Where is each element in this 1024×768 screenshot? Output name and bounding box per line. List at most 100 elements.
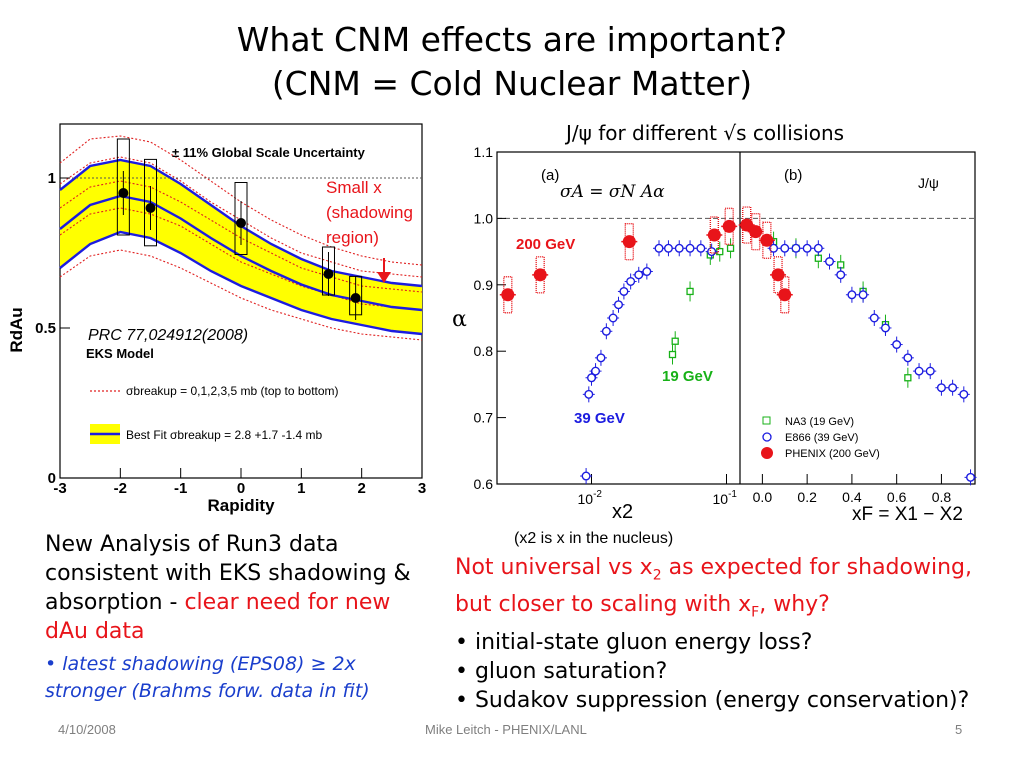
footer-date: 4/10/2008 xyxy=(58,722,116,737)
panel-b-e866-point-8 xyxy=(858,290,868,300)
right-ytick-label-1: 0.7 xyxy=(474,410,494,426)
panel-a-e866-point-0 xyxy=(581,471,591,481)
footer-page: 5 xyxy=(955,722,963,737)
best-fit-lower-line xyxy=(59,230,423,336)
right-red-text-a: Not universal vs x xyxy=(455,555,653,580)
right-ylabel: α xyxy=(452,307,467,332)
panel-b-e866-point-7 xyxy=(847,290,857,300)
right-ytick-label-5: 1.1 xyxy=(474,144,494,160)
panel-b-e866-point-5 xyxy=(825,257,835,267)
panel-a-e866-point-15 xyxy=(685,243,695,253)
left-ytick-label-1: 0.5 xyxy=(35,320,56,337)
panel-a-e866-point-3 xyxy=(591,366,601,376)
panel-b-phenix-point-1 xyxy=(749,225,763,239)
panel-b-e866-point-15 xyxy=(936,383,946,393)
left-description: New Analysis of Run3 data consistent wit… xyxy=(45,530,425,646)
panel-a-xtick-label-1: 10-1 xyxy=(713,489,738,507)
breakup-curve-4 xyxy=(59,249,423,341)
panel-a-e866-point-11 xyxy=(642,267,652,277)
bullet-1: • initial-state gluon energy loss? xyxy=(455,629,813,655)
panel-b-jpsi-label: J/ψ xyxy=(918,175,939,191)
legend-text-2: PHENIX (200 GeV) xyxy=(785,448,880,460)
panel-b-e866-point-9 xyxy=(869,313,879,323)
right-ytick-label-2: 0.8 xyxy=(474,343,494,359)
panel-b-e866-point-14 xyxy=(925,366,935,376)
legend-swatch-na3 xyxy=(762,416,771,425)
panel-b-xtick-label-1: 0.2 xyxy=(797,489,817,505)
data-point-4 xyxy=(350,293,361,303)
panel-a-e866-point-7 xyxy=(614,300,624,310)
panel-a-xlabel: x2 xyxy=(612,501,633,523)
right-red-text-c: as expected for shadowing, xyxy=(661,555,972,580)
panel-b-e866-point-10 xyxy=(880,323,890,333)
panel-a-phenix-point-2 xyxy=(622,235,636,249)
data-syst-box-1 xyxy=(144,158,157,247)
panel-a-na3-point-5 xyxy=(726,244,735,252)
data-point-1 xyxy=(145,203,156,213)
left-ytick-label-0: 0 xyxy=(48,470,56,487)
left-annotation-ref: PRC 77,024912(2008) xyxy=(88,327,248,344)
left-xtick-label-1: -2 xyxy=(114,480,127,497)
left-model-label: EKS Model xyxy=(86,346,154,361)
left-xtick-label-3: 0 xyxy=(237,480,245,497)
panel-b-phenix-point-4 xyxy=(778,288,792,302)
panel-b-e866-point-2 xyxy=(791,243,801,253)
right-red-line-2: but closer to scaling with xF, why? xyxy=(455,590,1024,627)
right-red-sub-2: 2 xyxy=(652,567,662,584)
panel-b-xlabel: xF = X1 − X2 xyxy=(852,504,963,525)
panel-b-e866-point-11 xyxy=(892,340,902,350)
panel-a-e866-point-16 xyxy=(696,243,706,253)
panel-a-na3-point-2 xyxy=(686,287,694,296)
panel-b-xtick-label-3: 0.6 xyxy=(887,489,907,505)
panel-a-e866-point-17 xyxy=(707,247,717,257)
panel-b-label: (b) xyxy=(784,167,802,184)
left-xtick-label-2: -1 xyxy=(174,480,187,497)
right-red-line-1: Not universal vs x2 as expected for shad… xyxy=(455,553,1024,590)
panel-b-xtick-label-2: 0.4 xyxy=(842,489,862,505)
panel-a-e866-point-9 xyxy=(626,276,636,286)
panel-b-e866-point-0 xyxy=(769,243,779,253)
right-red-sub-f: F xyxy=(751,604,760,621)
panel-b-na3-point-6 xyxy=(904,374,912,382)
panel-a-na3-point-1 xyxy=(668,350,677,359)
small-x-annotation-2: region) xyxy=(326,228,379,247)
legend-swatch-e866 xyxy=(762,432,772,442)
panel-b-phenix-point-3 xyxy=(771,268,785,282)
right-ytick-label-4: 1.0 xyxy=(474,210,494,226)
panel-a-e866-point-14 xyxy=(674,243,684,253)
panel-a-e866-point-8 xyxy=(619,286,629,296)
left-xtick-label-6: 3 xyxy=(418,480,426,497)
panel-a-phenix-point-1 xyxy=(533,268,547,282)
label-39-gev: 39 GeV xyxy=(574,410,625,427)
title-line-2: (CNM = Cold Nuclear Matter) xyxy=(271,64,753,103)
left-xlabel: Rapidity xyxy=(207,496,275,515)
panel-a-phenix-point-3 xyxy=(707,228,721,242)
label-19-gev: 19 GeV xyxy=(662,368,713,385)
right-note: (x2 is x in the nucleus) xyxy=(514,530,673,547)
panel-a-xtick-label-0: 10-2 xyxy=(578,489,603,507)
title-line-1: What CNM effects are important? xyxy=(236,20,788,59)
data-point-2 xyxy=(236,218,246,228)
left-ytick-label-2: 1 xyxy=(48,170,56,187)
label-200-gev: 200 GeV xyxy=(516,236,575,253)
left-xtick-label-5: 2 xyxy=(357,480,365,497)
right-red-text-f: , why? xyxy=(759,592,830,618)
panel-a-e866-point-6 xyxy=(608,313,618,323)
right-red-text-d: but closer to scaling with x xyxy=(455,592,752,618)
footer-center: Mike Leitch - PHENIX/LANL xyxy=(425,722,587,737)
bullet-2: • gluon saturation? xyxy=(455,658,668,684)
slide-title: What CNM effects are important? (CNM = C… xyxy=(0,18,1024,106)
small-x-arrow-head xyxy=(377,272,391,283)
panel-b-e866-point-17 xyxy=(959,389,969,399)
panel-a-label: (a) xyxy=(541,167,559,184)
left-bullet: • latest shadowing (EPS08) ≥ 2x stronger… xyxy=(45,653,370,702)
right-chart-title: J/ψ for different √s collisions xyxy=(564,121,844,145)
panel-b-e866-point-1 xyxy=(780,243,790,253)
left-xtick-label-4: 1 xyxy=(297,480,305,497)
legend-bestfit-text: Best Fit σbreakup = 2.8 +1.7 -1.4 mb xyxy=(126,428,323,442)
right-description: Not universal vs x2 as expected for shad… xyxy=(455,553,1024,715)
panel-b-phenix-point-2 xyxy=(760,233,774,247)
panel-a-formula: σA = σN Aα xyxy=(560,182,665,202)
legend-swatch-phenix xyxy=(761,447,773,459)
